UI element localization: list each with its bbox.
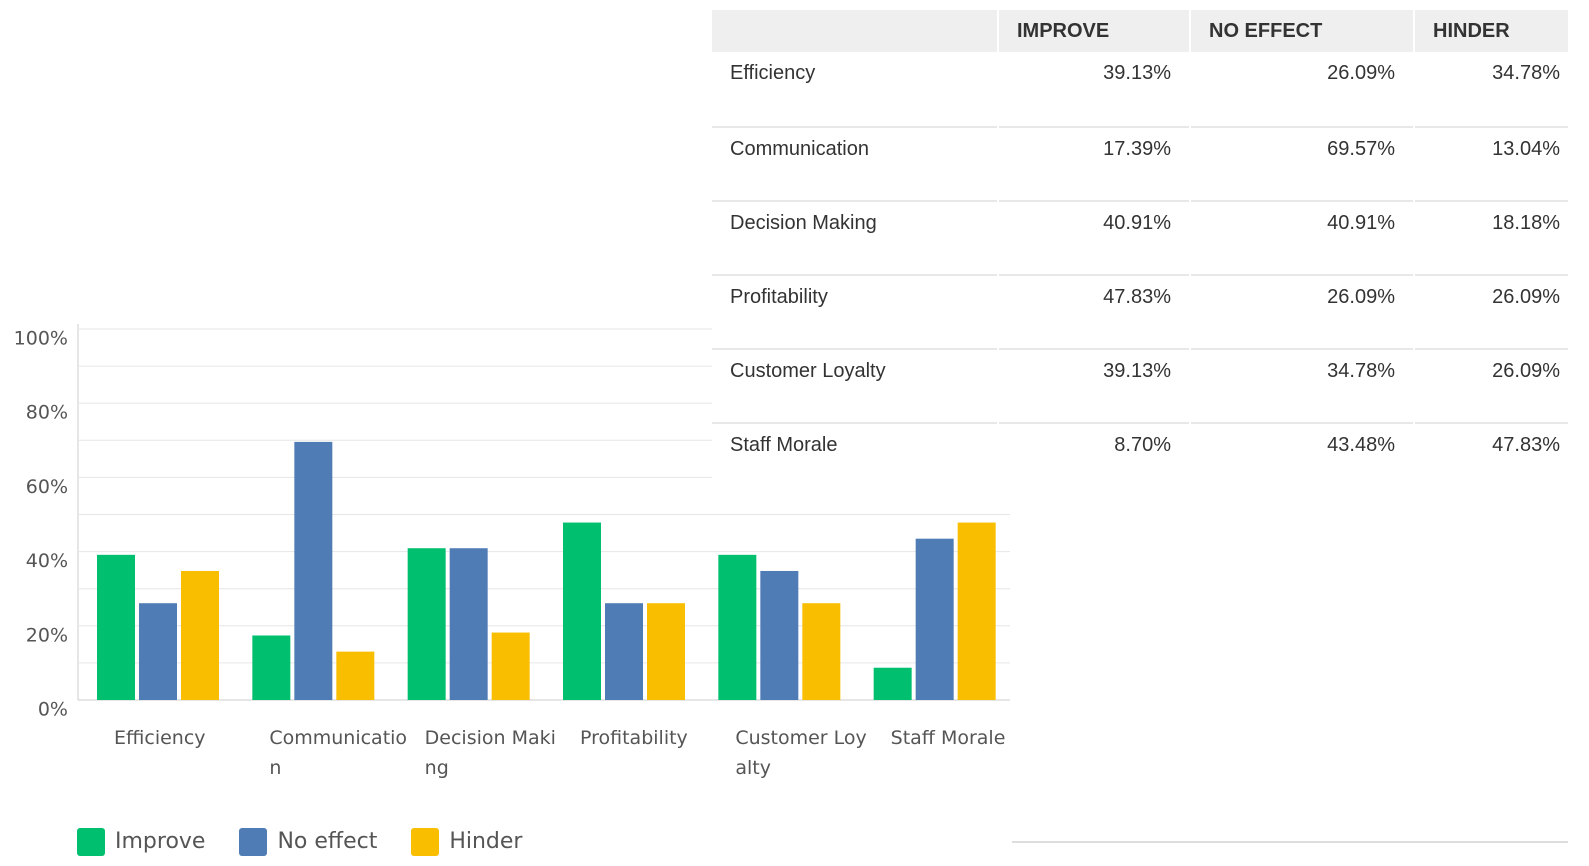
table-row: Decision Making 40.91% 40.91% 18.18%	[712, 200, 1568, 274]
table: IMPROVE NO EFFECT HINDER Efficiency 39.13% 26…	[712, 10, 1568, 496]
table-row: Staff Morale 8.70% 43.48% 47.83%	[712, 422, 1568, 496]
divider	[1012, 841, 1568, 843]
table-cell: 47.83%	[999, 274, 1189, 348]
table-cell: 39.13%	[1103, 62, 1171, 84]
y-tick-label: 60%	[26, 476, 68, 498]
y-tick-label: 100%	[14, 328, 68, 350]
bar	[802, 603, 841, 700]
table-cell: 18.18%	[1415, 200, 1568, 274]
legend-swatch	[77, 828, 105, 856]
x-tick-label: Efficiency	[114, 727, 206, 749]
table-cell: 34.78%	[1492, 62, 1560, 84]
x-tick-label: Staff Morale	[890, 727, 1006, 749]
bar	[407, 548, 446, 700]
bar	[915, 538, 954, 700]
table-cell: Customer Loyalty	[712, 348, 997, 422]
header-cell: IMPROVE	[999, 10, 1189, 52]
table-row: Profitability 47.83% 26.09% 26.09%	[712, 274, 1568, 348]
legend-label: Improve	[115, 829, 206, 854]
header-cell: HINDER	[1415, 10, 1568, 52]
table-cell: Communication	[712, 126, 997, 200]
x-tick-label: Customer Loyalty	[735, 727, 867, 779]
table-row: Communication 17.39% 69.57% 13.04%	[712, 126, 1568, 200]
table-cell: 40.91%	[999, 200, 1189, 274]
table-cell: 17.39%	[999, 126, 1189, 200]
bar	[336, 651, 375, 700]
bar	[563, 522, 601, 700]
y-tick-label: 40%	[26, 550, 68, 572]
bar	[957, 522, 996, 700]
header-row: IMPROVE NO EFFECT HINDER	[712, 10, 1568, 52]
legend-swatch	[411, 828, 440, 856]
header-cell	[712, 10, 997, 52]
x-tick-label: Communication	[269, 727, 408, 779]
bar	[139, 603, 177, 700]
table-cell: Profitability	[712, 274, 997, 348]
y-tick-label: 20%	[26, 624, 68, 646]
legend-label: No effect	[277, 829, 378, 854]
bar	[718, 554, 757, 700]
x-tick-label: Profitability	[580, 727, 688, 749]
table-cell: 43.48%	[1191, 422, 1413, 496]
bar	[294, 441, 333, 700]
y-tick-label: 0%	[38, 699, 68, 721]
table-cell: Staff Morale	[712, 422, 997, 496]
table-cell: Efficiency	[730, 62, 816, 84]
table-cell: 13.04%	[1415, 126, 1568, 200]
legend-swatch	[239, 828, 268, 856]
table-cell: 69.57%	[1191, 126, 1413, 200]
table-row: Customer Loyalty 39.13% 34.78% 26.09%	[712, 348, 1568, 422]
table-cell: 26.09%	[1415, 348, 1568, 422]
table-cell: 40.91%	[1191, 200, 1413, 274]
bar	[647, 603, 685, 700]
legend-label: Hinder	[449, 829, 523, 854]
table-cell: 26.09%	[1415, 274, 1568, 348]
bar	[873, 667, 912, 700]
table-cell: 26.09%	[1191, 274, 1413, 348]
bar	[449, 548, 488, 700]
bar	[491, 632, 530, 700]
table-cell: 47.83%	[1415, 422, 1568, 496]
bar	[181, 570, 219, 700]
table-cell: 34.78%	[1191, 348, 1413, 422]
table-cell: Decision Making	[712, 200, 997, 274]
header-cell: NO EFFECT	[1191, 10, 1413, 52]
table-cell: 8.70%	[999, 422, 1189, 496]
bar	[252, 635, 291, 700]
table-cell: 26.09%	[1327, 62, 1395, 84]
table-cell: 39.13%	[999, 348, 1189, 422]
bar	[605, 603, 643, 700]
bar	[97, 554, 135, 700]
bar	[760, 570, 799, 700]
table-row: Efficiency 39.13% 26.09% 34.78%	[712, 52, 1568, 126]
x-tick-label: Decision Making	[424, 727, 556, 779]
y-tick-label: 80%	[26, 402, 68, 424]
